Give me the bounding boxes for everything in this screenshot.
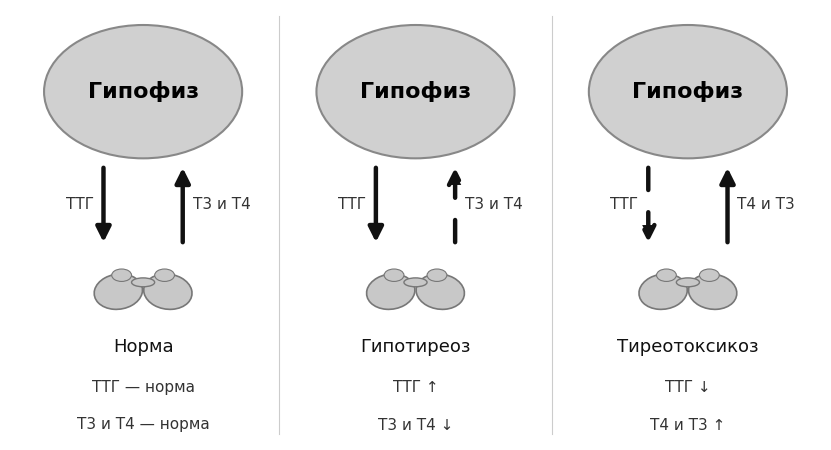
Text: ТТГ: ТТГ [611,198,638,212]
Text: ТТГ: ТТГ [338,198,366,212]
Ellipse shape [144,274,192,309]
Text: Гипофиз: Гипофиз [632,81,744,102]
Text: Гипофиз: Гипофиз [360,81,471,102]
Ellipse shape [700,269,720,281]
Text: Т4 и Т3 ↑: Т4 и Т3 ↑ [650,418,725,432]
Text: Т3 и Т4: Т3 и Т4 [465,198,523,212]
Ellipse shape [94,274,142,309]
Text: Гипотиреоз: Гипотиреоз [361,338,470,356]
Ellipse shape [131,278,155,287]
Text: Тиреотоксикоз: Тиреотоксикоз [617,338,759,356]
Ellipse shape [639,274,687,309]
Ellipse shape [656,269,676,281]
Text: ТТГ: ТТГ [66,198,94,212]
Ellipse shape [676,278,700,287]
Text: Т3 и Т4 ↓: Т3 и Т4 ↓ [378,418,453,432]
Text: Т3 и Т4 — норма: Т3 и Т4 — норма [76,418,209,432]
Ellipse shape [689,274,737,309]
Text: Т4 и Т3: Т4 и Т3 [737,198,795,212]
Text: ТТГ ↑: ТТГ ↑ [393,380,438,395]
Ellipse shape [317,25,514,158]
Ellipse shape [416,274,465,309]
Ellipse shape [111,269,131,281]
Ellipse shape [427,269,447,281]
Ellipse shape [404,278,427,287]
Ellipse shape [589,25,787,158]
Text: ТТГ — норма: ТТГ — норма [91,380,194,395]
Text: Норма: Норма [113,338,174,356]
Ellipse shape [155,269,175,281]
Text: ТТГ ↓: ТТГ ↓ [665,380,711,395]
Ellipse shape [44,25,242,158]
Text: Гипофиз: Гипофиз [87,81,199,102]
Text: Т3 и Т4: Т3 и Т4 [193,198,250,212]
Ellipse shape [384,269,404,281]
Ellipse shape [366,274,415,309]
